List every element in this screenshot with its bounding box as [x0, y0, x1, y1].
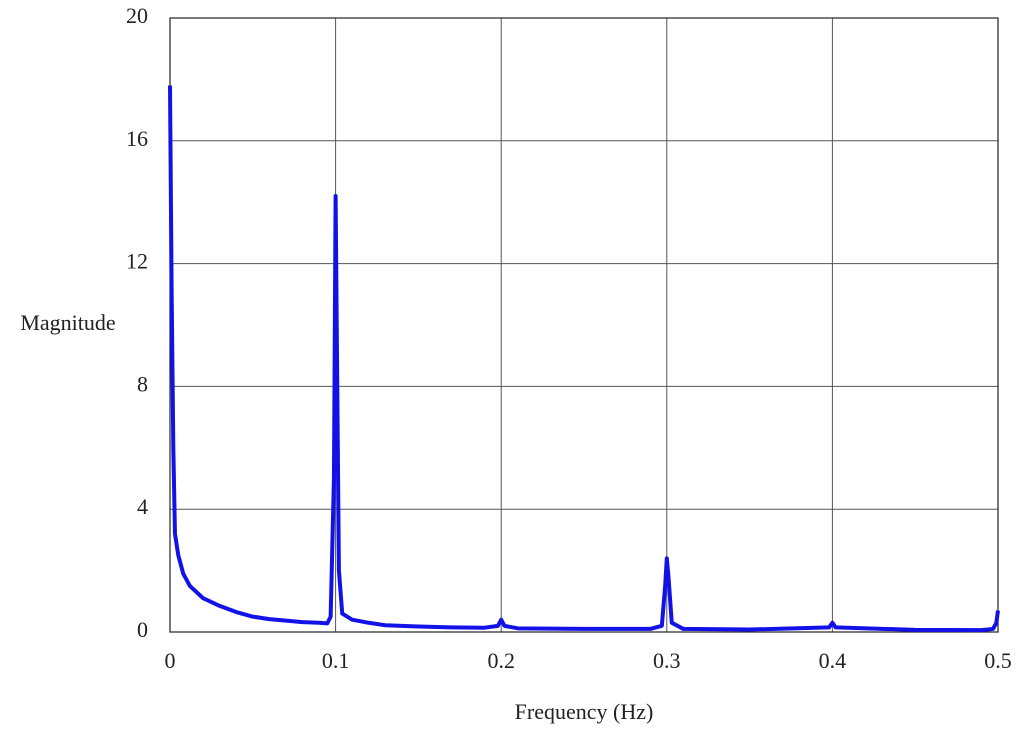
y-tick-label: 20: [126, 3, 148, 28]
plot-frame: [169, 17, 999, 633]
x-axis-label: Frequency (Hz): [515, 699, 654, 724]
y-tick-label: 0: [137, 617, 148, 642]
y-axis-label: Magnitude: [20, 310, 115, 335]
y-tick-label: 12: [126, 249, 148, 274]
y-tick-label: 4: [137, 494, 148, 519]
x-tick-label: 0.4: [819, 648, 847, 673]
y-tick-label: 8: [137, 371, 148, 396]
y-tick-label: 16: [126, 126, 148, 151]
x-tick-label: 0: [165, 648, 176, 673]
x-tick-label: 0.1: [322, 648, 350, 673]
x-tick-label: 0.3: [653, 648, 681, 673]
x-tick-label: 0.2: [487, 648, 515, 673]
x-tick-label: 0.5: [984, 648, 1012, 673]
data-line: [168, 85, 1000, 633]
